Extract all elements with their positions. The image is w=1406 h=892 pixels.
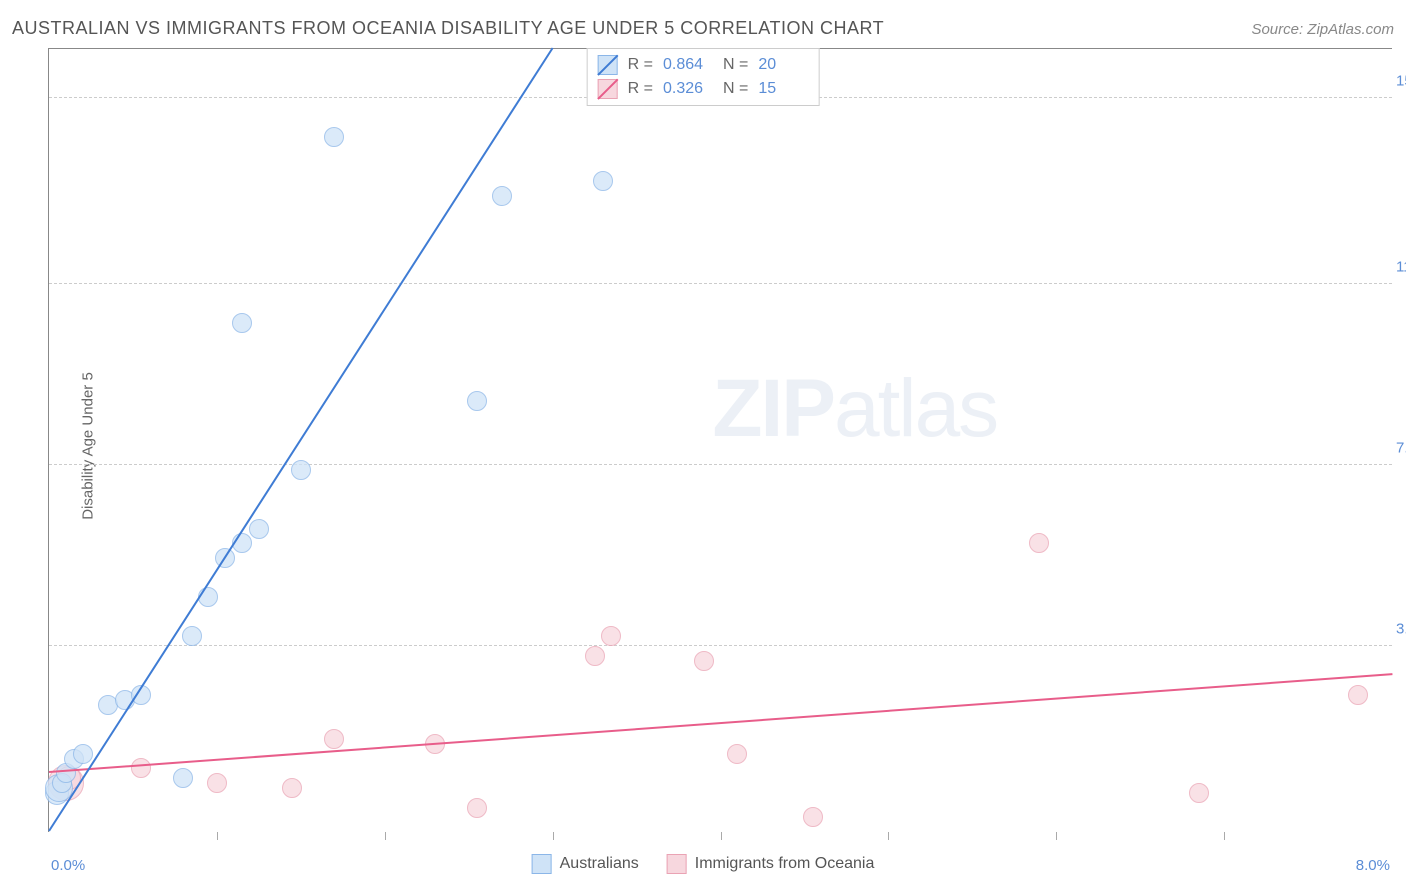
watermark: ZIPatlas — [712, 362, 997, 456]
immigrants-point — [1348, 685, 1368, 705]
grid-line — [49, 645, 1392, 646]
legend-swatch-immigrants-icon — [667, 854, 687, 874]
immigrants-point — [694, 651, 714, 671]
n-label: N = — [723, 56, 748, 74]
y-tick-label: 11.2% — [1396, 258, 1406, 275]
swatch-australians-icon — [598, 55, 618, 75]
x-tick — [1224, 832, 1225, 840]
grid-line — [49, 283, 1392, 284]
australians-point — [249, 519, 269, 539]
immigrants-point — [131, 758, 151, 778]
immigrants-point — [803, 807, 823, 827]
x-tick — [217, 832, 218, 840]
stats-row-immigrants: R = 0.326 N = 15 — [598, 77, 809, 101]
stats-row-australians: R = 0.864 N = 20 — [598, 53, 809, 77]
x-tick — [888, 832, 889, 840]
immigrants-point — [601, 626, 621, 646]
australians-point — [593, 171, 613, 191]
australians-point — [492, 186, 512, 206]
watermark-zip: ZIP — [712, 363, 834, 454]
y-tick-label: 3.8% — [1396, 621, 1406, 638]
x-tick — [721, 832, 722, 840]
legend-item-immigrants: Immigrants from Oceania — [667, 854, 875, 874]
australians-point — [182, 626, 202, 646]
legend-swatch-australians-icon — [532, 854, 552, 874]
scatter-plot-area: ZIPatlas 3.8%7.5%11.2%15.0%0.0%8.0% — [48, 48, 1392, 832]
immigrants-point — [585, 646, 605, 666]
australians-point — [467, 391, 487, 411]
legend-item-australians: Australians — [532, 854, 639, 874]
x-tick — [553, 832, 554, 840]
trend-line — [49, 673, 1392, 773]
immigrants-point — [282, 778, 302, 798]
trend-line — [48, 47, 553, 831]
n-label: N = — [723, 80, 748, 98]
immigrants-point — [1189, 783, 1209, 803]
australians-point — [291, 460, 311, 480]
legend-label-immigrants: Immigrants from Oceania — [695, 855, 875, 873]
r-value-immigrants: 0.326 — [663, 80, 713, 98]
swatch-immigrants-icon — [598, 79, 618, 99]
r-label: R = — [628, 56, 653, 74]
australians-point — [232, 313, 252, 333]
series-legend: Australians Immigrants from Oceania — [532, 854, 875, 874]
immigrants-point — [324, 729, 344, 749]
x-axis-max-label: 8.0% — [1356, 857, 1390, 874]
australians-point — [324, 127, 344, 147]
chart-title: AUSTRALIAN VS IMMIGRANTS FROM OCEANIA DI… — [12, 18, 884, 39]
australians-point — [173, 768, 193, 788]
australians-point — [73, 744, 93, 764]
legend-label-australians: Australians — [560, 855, 639, 873]
n-value-australians: 20 — [758, 56, 808, 74]
immigrants-point — [207, 773, 227, 793]
chart-header: AUSTRALIAN VS IMMIGRANTS FROM OCEANIA DI… — [12, 18, 1394, 39]
watermark-atlas: atlas — [834, 363, 997, 454]
correlation-stats-box: R = 0.864 N = 20 R = 0.326 N = 15 — [587, 48, 820, 106]
x-axis-min-label: 0.0% — [51, 857, 85, 874]
immigrants-point — [467, 798, 487, 818]
immigrants-point — [1029, 533, 1049, 553]
y-tick-label: 15.0% — [1396, 72, 1406, 89]
x-tick — [1056, 832, 1057, 840]
y-tick-label: 7.5% — [1396, 439, 1406, 456]
grid-line — [49, 464, 1392, 465]
r-label: R = — [628, 80, 653, 98]
x-tick — [385, 832, 386, 840]
chart-source: Source: ZipAtlas.com — [1251, 21, 1394, 38]
r-value-australians: 0.864 — [663, 56, 713, 74]
n-value-immigrants: 15 — [758, 80, 808, 98]
immigrants-point — [727, 744, 747, 764]
